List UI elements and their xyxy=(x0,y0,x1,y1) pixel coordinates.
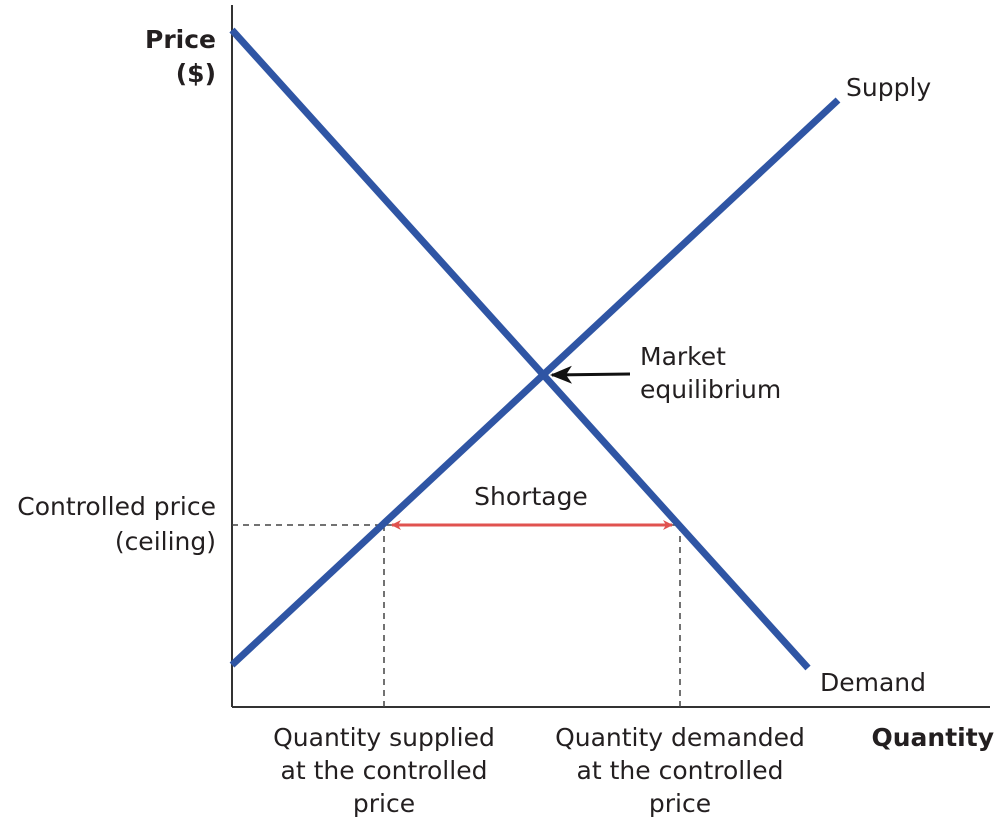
supply-curve xyxy=(229,97,841,668)
equilibrium-arrow xyxy=(550,365,631,384)
controlled-price-label: (ceiling) xyxy=(115,527,216,556)
shortage-label: Shortage xyxy=(474,482,588,511)
y-axis-label: ($) xyxy=(176,59,216,88)
controlled-price-label: Controlled price xyxy=(17,492,216,521)
quantity-supplied-label: at the controlled xyxy=(281,756,488,785)
x-axis-label: Quantity xyxy=(872,723,995,752)
equilibrium-label: Market xyxy=(640,342,726,371)
y-axis-label: Price xyxy=(145,25,216,54)
supply-label: Supply xyxy=(846,73,931,102)
demand-label: Demand xyxy=(820,668,926,697)
quantity-demanded-label: price xyxy=(649,789,711,818)
quantity-demanded-label: at the controlled xyxy=(577,756,784,785)
quantity-supplied-label: Quantity supplied xyxy=(273,723,495,752)
quantity-supplied-label: price xyxy=(353,789,415,818)
equilibrium-label: equilibrium xyxy=(640,375,781,404)
demand-curve xyxy=(229,27,811,671)
quantity-demanded-label: Quantity demanded xyxy=(555,723,805,752)
